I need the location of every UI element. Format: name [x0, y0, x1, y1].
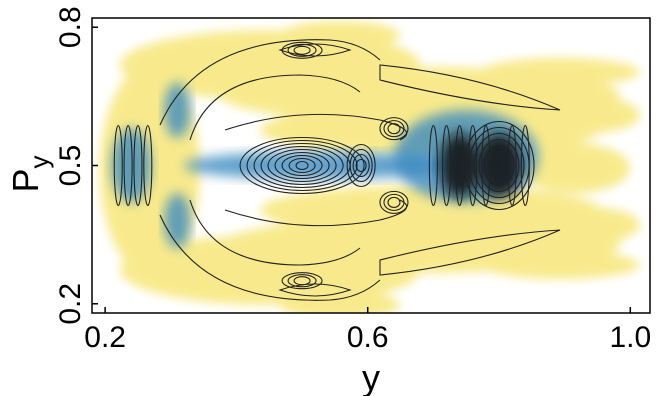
y-axis-ticks: 0.2 0.5 0.8 [54, 6, 98, 325]
svg-text:Py: Py [5, 155, 54, 192]
contour-ring-1-3 [346, 143, 376, 188]
contour-ring-1-1 [352, 153, 370, 178]
contour-loop-top [379, 64, 561, 111]
x-axis-ticks: 0.2 0.6 1.0 [84, 307, 651, 354]
x-tick-label-1: 0.6 [347, 321, 389, 354]
contour-arc-inner-top [189, 74, 361, 141]
contour-fringe-3 [143, 124, 153, 207]
contour-arcs [159, 39, 561, 301]
contour-ring-0-2 [281, 154, 323, 177]
yellow-lower-ridge [280, 291, 400, 313]
contour-ring-0-1 [288, 157, 316, 174]
contour-lines [113, 41, 535, 290]
contour-fringe-6 [455, 124, 465, 207]
contour-fringe-10 [520, 124, 530, 207]
y-axis-title: Py [5, 155, 54, 192]
contour-ring-2-2 [483, 144, 515, 187]
yellow-tail-center [520, 143, 630, 193]
contour-fringe-5 [441, 124, 452, 207]
x-tick-label-0: 0.2 [84, 321, 126, 354]
contour-ring-5-0 [293, 45, 311, 55]
contour-ring-0-0 [295, 160, 309, 171]
contour-band-lower [224, 199, 408, 227]
contour-ring-4-2 [379, 190, 409, 214]
contour-loop-bottom [379, 229, 561, 276]
y-tick-label-2: 0.8 [54, 6, 87, 48]
contour-ring-3-2 [379, 117, 409, 141]
yellow-tail-bottom [480, 251, 640, 279]
contour-arc-inner-bottom [189, 199, 361, 266]
y-axis-title-subscript: y [24, 155, 54, 168]
contour-fringe-0 [113, 124, 123, 207]
y-tick-label-0: 0.2 [54, 283, 87, 325]
contour-ring-2-0 [493, 156, 505, 175]
contour-ring-0-4 [267, 148, 337, 183]
x-tick-label-2: 1.0 [609, 321, 651, 354]
background-density-region [100, 21, 640, 313]
contour-ring-2-1 [488, 150, 510, 181]
yellow-upper-ridge [280, 21, 400, 49]
x-axis-title: y [362, 357, 380, 396]
blue-density-blob-2 [164, 193, 191, 249]
contour-ridge-top [278, 43, 352, 57]
contour-fringe-9 [507, 124, 517, 207]
blue-density-blob-1 [164, 82, 191, 138]
yellow-tail-lower [540, 207, 640, 243]
y-tick-label-1: 0.5 [54, 145, 87, 187]
contour-ring-6-1 [287, 274, 317, 288]
peak-density-blob-5 [439, 133, 480, 198]
contour-fringe-7 [468, 124, 478, 207]
contour-ring-2-3 [478, 138, 520, 193]
contour-fringe-2 [133, 124, 143, 207]
contour-arc-outer-bottom [159, 214, 381, 301]
peak-density-blob-6 [476, 133, 522, 198]
contour-band-upper [224, 113, 408, 141]
contour-ridge-bottom [278, 283, 352, 297]
yellow-tail-upper [540, 97, 640, 133]
contour-ring-1-0 [355, 158, 367, 173]
contour-fringe-1 [123, 124, 133, 207]
contour-ring-0-7 [246, 139, 358, 192]
contour-fringe-4 [428, 124, 438, 207]
contour-arc-outer-top [159, 39, 381, 126]
contour-ring-6-2 [281, 272, 323, 290]
contour-ring-2-4 [473, 132, 525, 199]
contour-ring-4-0 [387, 196, 401, 208]
yellow-tail-top [480, 58, 640, 86]
y-axis-title-main: P [5, 168, 46, 192]
contour-ring-0-5 [260, 145, 344, 186]
contour-ring-1-2 [349, 148, 373, 183]
contour-ring-0-8 [239, 136, 365, 195]
contour-fringe-8 [481, 124, 491, 207]
contour-ring-0-3 [274, 151, 330, 180]
